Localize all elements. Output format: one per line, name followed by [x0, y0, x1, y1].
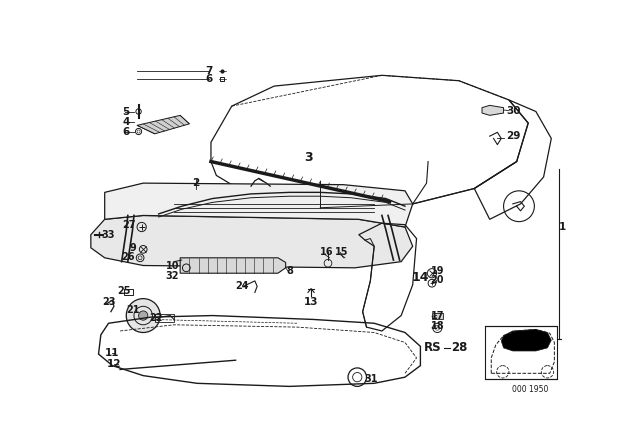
Text: 20: 20 — [431, 275, 444, 285]
Polygon shape — [482, 105, 504, 116]
Text: 13: 13 — [304, 297, 318, 307]
Text: 4: 4 — [123, 116, 130, 126]
Text: 30: 30 — [506, 106, 521, 116]
Text: 22: 22 — [148, 313, 163, 323]
Text: 26: 26 — [121, 252, 134, 262]
Text: 21: 21 — [127, 305, 140, 315]
Text: 10: 10 — [166, 260, 179, 271]
Text: 16: 16 — [320, 247, 333, 258]
Text: 28: 28 — [451, 341, 467, 354]
Polygon shape — [91, 215, 413, 268]
Text: 17: 17 — [431, 310, 444, 321]
Text: 5: 5 — [123, 107, 130, 116]
Text: 24: 24 — [235, 281, 248, 291]
Text: 12: 12 — [107, 359, 121, 369]
Text: 32: 32 — [166, 271, 179, 280]
Bar — [485, 326, 557, 379]
Text: 11: 11 — [105, 348, 120, 358]
Bar — [124, 289, 133, 295]
Text: 31: 31 — [364, 374, 378, 383]
Bar — [155, 314, 174, 322]
Polygon shape — [180, 258, 285, 273]
Text: 25: 25 — [117, 286, 131, 296]
Text: 27: 27 — [123, 220, 136, 230]
Text: 14: 14 — [412, 271, 429, 284]
Text: 7: 7 — [205, 66, 212, 76]
Bar — [432, 313, 443, 319]
Circle shape — [126, 299, 160, 332]
Text: RS: RS — [424, 341, 442, 354]
Text: 23: 23 — [102, 297, 115, 307]
Text: 6: 6 — [205, 74, 212, 84]
Text: 000 1950: 000 1950 — [513, 385, 548, 394]
Text: 1: 1 — [559, 222, 566, 232]
Polygon shape — [501, 329, 551, 351]
Circle shape — [139, 311, 148, 320]
Text: 18: 18 — [431, 321, 444, 331]
Text: 33: 33 — [102, 230, 115, 240]
Text: 29: 29 — [506, 131, 521, 141]
Text: 2: 2 — [192, 178, 199, 188]
Polygon shape — [105, 183, 413, 227]
Polygon shape — [137, 116, 189, 134]
Text: 15: 15 — [335, 247, 349, 258]
Text: 3: 3 — [305, 151, 313, 164]
Text: 6: 6 — [123, 126, 130, 137]
Text: 9: 9 — [130, 243, 136, 253]
Text: 8: 8 — [286, 266, 293, 276]
Text: 19: 19 — [431, 266, 444, 276]
